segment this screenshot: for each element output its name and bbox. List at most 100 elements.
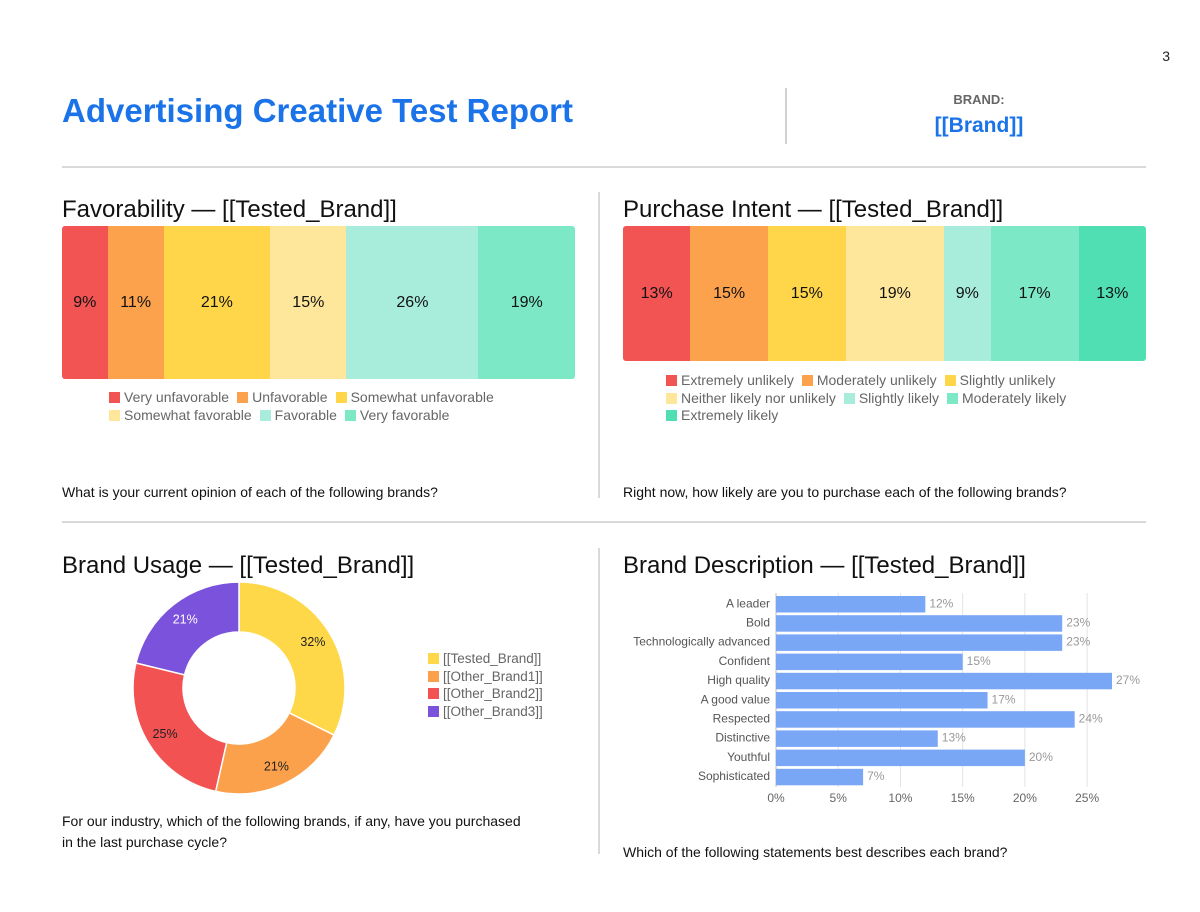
purchase-intent-segment-neither-likely-nor-unlikely: 19% xyxy=(845,226,945,361)
category-label: Technologically advanced xyxy=(633,635,770,649)
brand-usage-legend-item: [[Other_Brand1]] xyxy=(428,668,543,686)
purchase-intent-legend-row: Extremely unlikely Moderately unlikely Sli… xyxy=(666,372,1136,390)
donut-slice-label: 32% xyxy=(300,635,325,649)
brand-label: BRAND: xyxy=(953,92,1005,107)
purchase-intent-legend: Extremely unlikely Moderately unlikely Sli… xyxy=(666,372,1136,425)
bar-value-label: 12% xyxy=(929,596,953,610)
favorability-segment-unfavorable: 11% xyxy=(107,226,164,379)
column-divider-bottom xyxy=(598,548,600,854)
legend-label: Neither likely nor unlikely xyxy=(681,389,836,406)
bar-technologically-advanced xyxy=(776,634,1063,651)
brand-usage-legend-item: [[Other_Brand2]] xyxy=(428,685,543,703)
purchase-intent-legend-row: Neither likely nor unlikely Slightly like… xyxy=(666,390,1136,408)
donut-slice-other-brand2 xyxy=(132,662,228,793)
favorability-question: What is your current opinion of each of … xyxy=(62,484,438,500)
favorability-segment-somewhat-unfavorable: 21% xyxy=(163,226,271,379)
brand-usage-title: Brand Usage — [[Tested_Brand]] xyxy=(62,552,415,579)
x-tick-label: 10% xyxy=(888,791,912,805)
legend-swatch xyxy=(944,375,956,386)
donut-slice-other-brand3 xyxy=(135,581,240,676)
purchase-intent-segment-label: 13% xyxy=(640,284,673,302)
legend-swatch xyxy=(801,375,813,386)
purchase-intent-segment-moderately-likely: 17% xyxy=(990,226,1079,361)
bar-value-label: 24% xyxy=(1079,711,1103,725)
purchase-intent-stacked-bar: 13% 15% 15% 19% 9% 17% 13% xyxy=(623,226,1146,361)
legend-label: Moderately likely xyxy=(961,389,1067,406)
favorability-segment-somewhat-favorable: 15% xyxy=(270,226,347,379)
x-tick-label: 15% xyxy=(951,791,975,805)
legend-swatch xyxy=(109,392,120,403)
purchase-intent-segment-extremely-unlikely: 13% xyxy=(623,226,691,361)
bar-bold xyxy=(776,615,1063,632)
favorability-legend-item: Favorable xyxy=(259,407,337,425)
purchase-intent-question: Right now, how likely are you to purchas… xyxy=(623,484,1067,500)
donut-slice-tested-brand xyxy=(238,581,346,737)
legend-label: Slightly likely xyxy=(858,389,939,406)
bar-sophisticated xyxy=(776,768,864,786)
legend-label: Very unfavorable xyxy=(124,389,230,405)
favorability-segment-label: 26% xyxy=(396,293,429,311)
purchase-intent-segment-label: 15% xyxy=(790,284,823,302)
donut-slice-label: 21% xyxy=(264,760,289,774)
favorability-legend-item: Unfavorable xyxy=(237,389,328,407)
favorability-segment-very-favorable: 19% xyxy=(478,226,575,379)
favorability-stacked-bar: 9% 11% 21% 15% 26% 19% xyxy=(62,226,575,379)
brand-value: [[Brand]] xyxy=(934,114,1024,137)
purchase-intent-segment-slightly-likely: 9% xyxy=(944,226,991,361)
bar-respected xyxy=(776,711,1075,728)
brand-usage-donut-chart: 32% 21% 25% 21% xyxy=(132,581,346,795)
bar-youthful xyxy=(776,749,1025,767)
legend-swatch xyxy=(946,392,958,404)
legend-label: Unfavorable xyxy=(252,389,328,405)
category-label: A leader xyxy=(726,596,770,610)
category-label: Youthful xyxy=(727,750,770,764)
purchase-intent-legend-item: Extremely likely xyxy=(666,407,778,425)
header-divider-line xyxy=(62,166,1146,168)
brand-usage-legend-item: [[Other_Brand3]] xyxy=(428,703,543,721)
purchase-intent-legend-item: Slightly unlikely xyxy=(944,372,1055,390)
favorability-legend-item: Somewhat favorable xyxy=(109,407,252,425)
legend-swatch xyxy=(666,410,677,421)
report-title: Advertising Creative Test Report xyxy=(62,92,574,129)
legend-label: Extremely unlikely xyxy=(681,372,794,388)
donut-slice-other-brand1 xyxy=(214,711,335,795)
bar-a-good-value xyxy=(776,692,988,709)
legend-swatch xyxy=(666,375,677,386)
brand-usage-question: For our industry, which of the following… xyxy=(62,811,521,853)
favorability-legend-row: Very unfavorable Unfavorable Somewhat unfa… xyxy=(109,389,569,407)
purchase-intent-legend-item: Neither likely nor unlikely xyxy=(666,390,836,408)
row-divider-line xyxy=(62,521,1146,523)
legend-label: Extremely likely xyxy=(681,407,779,423)
legend-swatch xyxy=(344,409,356,421)
legend-swatch xyxy=(843,392,855,404)
legend-label: Somewhat favorable xyxy=(124,406,252,423)
bar-value-label: 27% xyxy=(1116,673,1140,687)
bar-value-label: 23% xyxy=(1066,615,1090,629)
favorability-segment-label: 21% xyxy=(200,293,233,311)
category-label: Bold xyxy=(746,615,770,629)
legend-swatch xyxy=(428,688,439,699)
brand-usage-legend-item: [[Tested_Brand]] xyxy=(428,650,543,668)
purchase-intent-legend-item: Moderately unlikely xyxy=(801,372,937,390)
favorability-segment-label: 15% xyxy=(292,293,325,311)
legend-label: [[Other_Brand2]] xyxy=(443,686,543,701)
favorability-segment-favorable: 26% xyxy=(346,226,479,379)
legend-swatch xyxy=(666,392,677,404)
legend-swatch xyxy=(109,409,120,421)
favorability-legend-row: Somewhat favorable Favorable Very favorabl… xyxy=(109,407,569,425)
favorability-segment-label: 19% xyxy=(510,293,543,311)
favorability-segment-label: 11% xyxy=(120,293,152,311)
purchase-intent-segment-extremely-likely: 13% xyxy=(1078,226,1146,361)
bar-a-leader xyxy=(776,596,926,613)
legend-swatch xyxy=(428,705,439,717)
bar-distinctive xyxy=(776,730,938,747)
brand-usage-question-line1: For our industry, which of the following… xyxy=(62,813,521,829)
favorability-segment-label: 9% xyxy=(73,293,97,311)
favorability-legend-item: Very favorable xyxy=(344,407,449,425)
favorability-legend-item: Somewhat unfavorable xyxy=(335,389,494,407)
x-tick-label: 20% xyxy=(1013,791,1037,805)
purchase-intent-segment-slightly-unlikely: 15% xyxy=(767,226,846,361)
brand-description-bar-chart: 0% 5% 10% 15% 20% 25% A leader 12% Bold 23% Techno… xyxy=(633,593,1140,805)
bar-value-label: 7% xyxy=(867,769,885,783)
category-label: Sophisticated xyxy=(698,769,770,783)
